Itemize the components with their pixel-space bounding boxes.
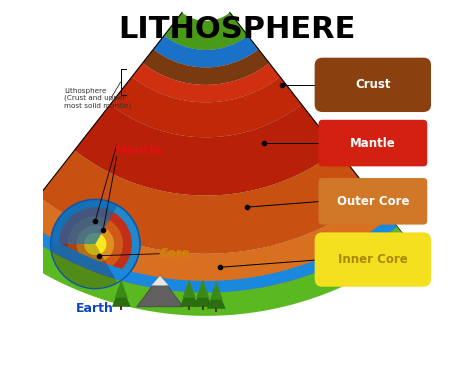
Polygon shape	[137, 276, 183, 307]
Wedge shape	[51, 244, 118, 289]
Polygon shape	[207, 286, 226, 309]
Polygon shape	[115, 280, 128, 298]
Text: Inner Core: Inner Core	[338, 253, 408, 266]
Text: Earth: Earth	[76, 302, 114, 315]
Polygon shape	[74, 104, 337, 196]
Text: Core: Core	[159, 247, 190, 260]
Ellipse shape	[84, 212, 122, 261]
Text: Mantle: Mantle	[115, 144, 163, 157]
Ellipse shape	[99, 258, 122, 277]
Circle shape	[84, 233, 107, 255]
Text: Crust: Crust	[355, 78, 391, 91]
Text: LITHOSPHERE: LITHOSPHERE	[118, 15, 356, 44]
Circle shape	[76, 225, 114, 263]
Polygon shape	[164, 13, 248, 50]
Polygon shape	[0, 227, 411, 316]
Circle shape	[51, 199, 140, 289]
Bar	[188, 306, 190, 310]
Polygon shape	[15, 217, 397, 292]
Polygon shape	[39, 150, 373, 254]
Polygon shape	[154, 36, 258, 67]
Bar	[201, 306, 204, 310]
Polygon shape	[182, 280, 196, 298]
Polygon shape	[10, 196, 402, 300]
Polygon shape	[110, 77, 301, 137]
Polygon shape	[196, 280, 209, 298]
Bar	[120, 306, 122, 310]
Polygon shape	[132, 63, 280, 102]
Polygon shape	[210, 282, 223, 300]
Text: Outer Core: Outer Core	[337, 195, 409, 208]
Bar	[215, 308, 218, 312]
FancyBboxPatch shape	[319, 178, 427, 224]
FancyBboxPatch shape	[319, 120, 427, 167]
FancyBboxPatch shape	[315, 232, 431, 287]
Text: Mantle: Mantle	[350, 136, 396, 150]
Circle shape	[68, 216, 123, 272]
Polygon shape	[152, 276, 169, 285]
Polygon shape	[143, 49, 269, 85]
Polygon shape	[112, 284, 130, 307]
Circle shape	[59, 207, 132, 281]
Polygon shape	[180, 284, 199, 307]
Polygon shape	[193, 284, 212, 307]
Wedge shape	[51, 199, 118, 244]
FancyBboxPatch shape	[315, 58, 431, 112]
Text: Lithosphere
(Crust and upper
most solid mantle): Lithosphere (Crust and upper most solid …	[64, 88, 131, 109]
